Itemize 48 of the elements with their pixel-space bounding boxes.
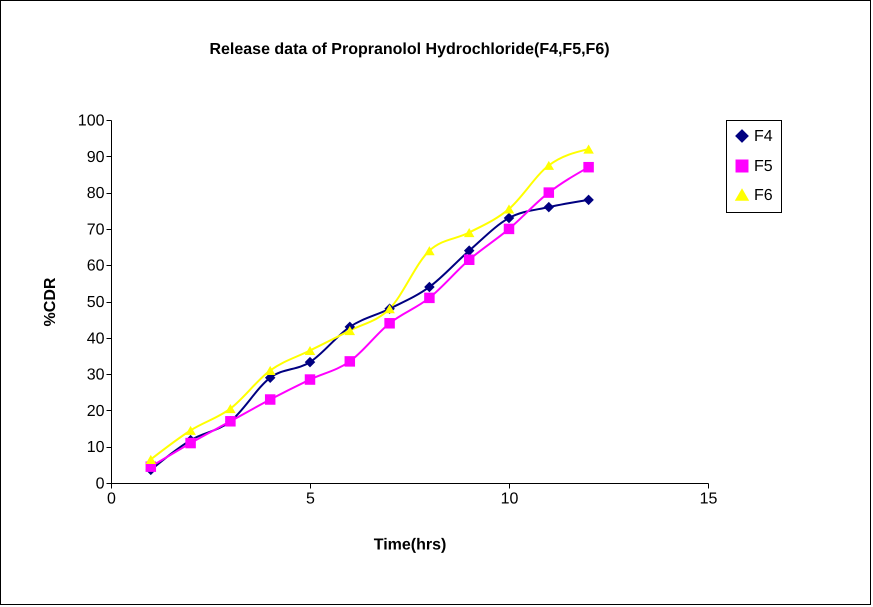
legend-label: F5 bbox=[754, 158, 773, 175]
point bbox=[583, 144, 594, 154]
point bbox=[264, 394, 276, 405]
point bbox=[424, 282, 435, 292]
point bbox=[544, 160, 554, 170]
x-tick-label: 5 bbox=[306, 490, 316, 508]
y-tick-label: 30 bbox=[86, 366, 105, 384]
x-tick-label: 10 bbox=[500, 490, 518, 508]
point bbox=[583, 194, 594, 206]
legend-label: F4 bbox=[754, 128, 773, 145]
point bbox=[544, 187, 554, 198]
point bbox=[264, 366, 276, 376]
x-tick-label: 15 bbox=[700, 490, 718, 508]
point bbox=[464, 228, 474, 238]
x-axis-title: Time(hrs) bbox=[374, 536, 446, 554]
point bbox=[344, 326, 356, 336]
x-tick-label: 0 bbox=[107, 490, 116, 508]
y-tick-label: 20 bbox=[86, 402, 105, 420]
point bbox=[583, 162, 594, 172]
point bbox=[146, 454, 156, 464]
point bbox=[424, 246, 435, 256]
y-tick-label: 60 bbox=[86, 258, 105, 275]
chart-title: Release data of Propranolol Hydrochloride(F4,F5,F6) bbox=[209, 41, 610, 58]
y-tick-label: 70 bbox=[86, 221, 105, 238]
point bbox=[504, 204, 514, 214]
y-tick-label: 0 bbox=[96, 476, 105, 492]
y-tick-label: 90 bbox=[86, 148, 105, 166]
point bbox=[185, 426, 196, 435]
point bbox=[304, 356, 316, 368]
point bbox=[504, 224, 514, 234]
y-tick-label: 100 bbox=[78, 112, 105, 130]
legend-label: F6 bbox=[754, 187, 773, 204]
y-tick-label: 10 bbox=[86, 439, 105, 456]
y-tick-label: 50 bbox=[86, 294, 105, 311]
y-axis-title: %CDR bbox=[42, 277, 59, 326]
point bbox=[504, 212, 514, 224]
point bbox=[464, 254, 474, 265]
y-tick-label: 40 bbox=[86, 330, 105, 348]
point bbox=[304, 374, 316, 385]
y-tick-label: 80 bbox=[86, 185, 105, 202]
point bbox=[185, 438, 196, 448]
point bbox=[304, 346, 316, 356]
point bbox=[225, 404, 236, 414]
point bbox=[544, 202, 554, 212]
point bbox=[464, 245, 474, 256]
point bbox=[384, 318, 395, 329]
point bbox=[424, 292, 435, 304]
point bbox=[344, 356, 356, 367]
